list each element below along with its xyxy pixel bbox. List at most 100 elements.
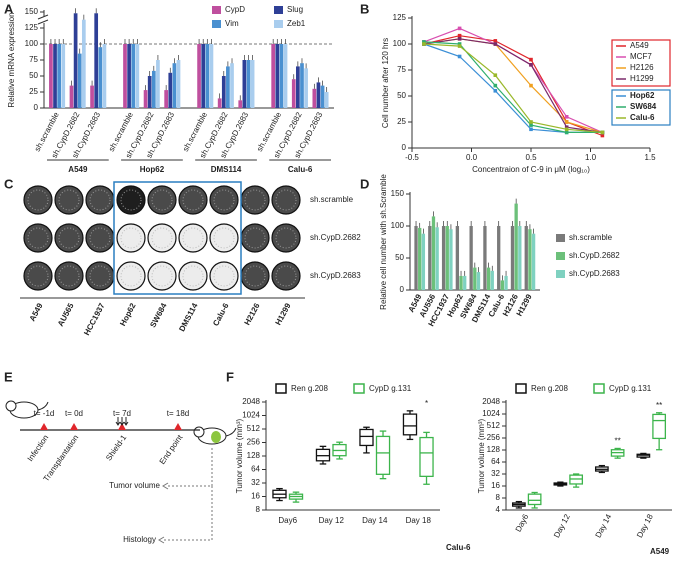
point bbox=[493, 83, 498, 88]
time-marker bbox=[174, 423, 182, 430]
point bbox=[564, 125, 569, 129]
line bbox=[423, 41, 603, 133]
bar bbox=[123, 44, 127, 108]
plate-texture bbox=[244, 189, 266, 211]
legend-label: Slug bbox=[287, 5, 303, 14]
bar bbox=[168, 72, 173, 108]
x-tick-label: -0.5 bbox=[405, 153, 419, 162]
bar bbox=[131, 44, 136, 108]
bar bbox=[296, 66, 300, 108]
y-tick-label: 512 bbox=[247, 424, 261, 433]
bar bbox=[473, 267, 477, 290]
plate-texture bbox=[89, 189, 111, 211]
bar bbox=[156, 60, 160, 108]
column-label: AU565 bbox=[56, 301, 76, 328]
panel-label: E bbox=[4, 369, 13, 384]
group-label: Hop62 bbox=[140, 165, 165, 174]
bar bbox=[221, 76, 226, 108]
x-tick-label: Day6 bbox=[514, 512, 531, 533]
plate-texture bbox=[151, 189, 173, 211]
time-marker bbox=[118, 423, 126, 430]
point bbox=[457, 44, 462, 48]
column-label: HCC1937 bbox=[82, 301, 107, 337]
bar bbox=[445, 226, 449, 290]
bar bbox=[242, 60, 247, 108]
bar bbox=[455, 226, 460, 290]
legend-label: sh.CypD.2683 bbox=[569, 269, 620, 278]
bar bbox=[418, 227, 422, 290]
plate-texture bbox=[213, 265, 235, 287]
bar bbox=[414, 226, 418, 290]
plate-texture bbox=[120, 227, 142, 249]
column-label: A549 bbox=[28, 301, 45, 323]
y-tick-label: 0 bbox=[34, 103, 39, 112]
legend-label: H2126 bbox=[630, 63, 654, 72]
y-tick-label: 1024 bbox=[482, 409, 500, 418]
y-tick-label: 0 bbox=[400, 285, 405, 294]
legend-label: Hop62 bbox=[630, 91, 655, 100]
y-tick-label: 150 bbox=[25, 7, 39, 16]
injection-arrow bbox=[115, 417, 121, 426]
bar bbox=[197, 44, 201, 108]
bar bbox=[320, 85, 325, 108]
x-tick-label: Day 12 bbox=[319, 516, 345, 525]
box bbox=[375, 435, 391, 475]
legend-label: H1299 bbox=[630, 74, 654, 83]
plate-texture bbox=[182, 227, 204, 249]
plate-texture bbox=[27, 227, 49, 249]
bar bbox=[324, 92, 329, 108]
y-tick-label: 50 bbox=[29, 71, 38, 80]
bar bbox=[246, 60, 251, 108]
plate-texture bbox=[244, 227, 266, 249]
significance: ** bbox=[615, 437, 621, 446]
point bbox=[564, 115, 569, 119]
panel-label: A bbox=[4, 1, 14, 16]
bar bbox=[164, 90, 169, 108]
row-label: sh.scramble bbox=[310, 195, 354, 204]
legend-label: CypD g.131 bbox=[609, 384, 652, 393]
plate-texture bbox=[151, 227, 173, 249]
axis-break bbox=[37, 19, 49, 25]
legend-swatch bbox=[556, 234, 565, 242]
y-tick-label: 32 bbox=[491, 469, 500, 478]
timepoint: t= 0d bbox=[65, 409, 83, 418]
legend-swatch bbox=[274, 6, 283, 14]
bar bbox=[463, 275, 467, 290]
legend-label: Zeb1 bbox=[287, 19, 306, 28]
plate-texture bbox=[58, 227, 80, 249]
plate-texture bbox=[275, 265, 297, 287]
legend-swatch bbox=[556, 252, 565, 260]
row-label: sh.CypD.2683 bbox=[310, 271, 361, 280]
plate-texture bbox=[58, 265, 80, 287]
axis-break bbox=[37, 14, 49, 20]
bar bbox=[428, 226, 432, 290]
mouse-head bbox=[5, 400, 17, 412]
bar bbox=[53, 44, 57, 108]
bar bbox=[300, 63, 304, 108]
legend-swatch bbox=[212, 20, 221, 28]
legend-swatch bbox=[274, 20, 283, 28]
y-tick-label: 125 bbox=[25, 23, 39, 32]
y-axis-label: Relative cell number with sh.Scramble bbox=[379, 174, 388, 310]
y-axis-label: Tumor volume (mm³) bbox=[235, 418, 244, 493]
significance: * bbox=[425, 399, 428, 408]
legend-swatch bbox=[593, 383, 605, 394]
y-tick-label: 8 bbox=[256, 505, 261, 514]
row-label: sh.CypD.2682 bbox=[310, 233, 361, 242]
column-label: Hop62 bbox=[118, 301, 138, 327]
legend-swatch bbox=[556, 270, 565, 278]
plate-texture bbox=[27, 189, 49, 211]
point bbox=[529, 120, 533, 124]
event-label: Infection bbox=[26, 433, 51, 463]
point bbox=[457, 37, 462, 41]
bar bbox=[49, 44, 53, 108]
bar bbox=[514, 203, 518, 290]
bar bbox=[459, 275, 463, 290]
tumor bbox=[211, 431, 221, 443]
bar bbox=[510, 226, 515, 290]
mouse-head bbox=[193, 426, 205, 438]
legend-label: MCF7 bbox=[630, 52, 652, 61]
y-tick-label: 16 bbox=[491, 481, 500, 490]
dashed-link bbox=[164, 448, 213, 541]
time-marker bbox=[40, 423, 48, 430]
